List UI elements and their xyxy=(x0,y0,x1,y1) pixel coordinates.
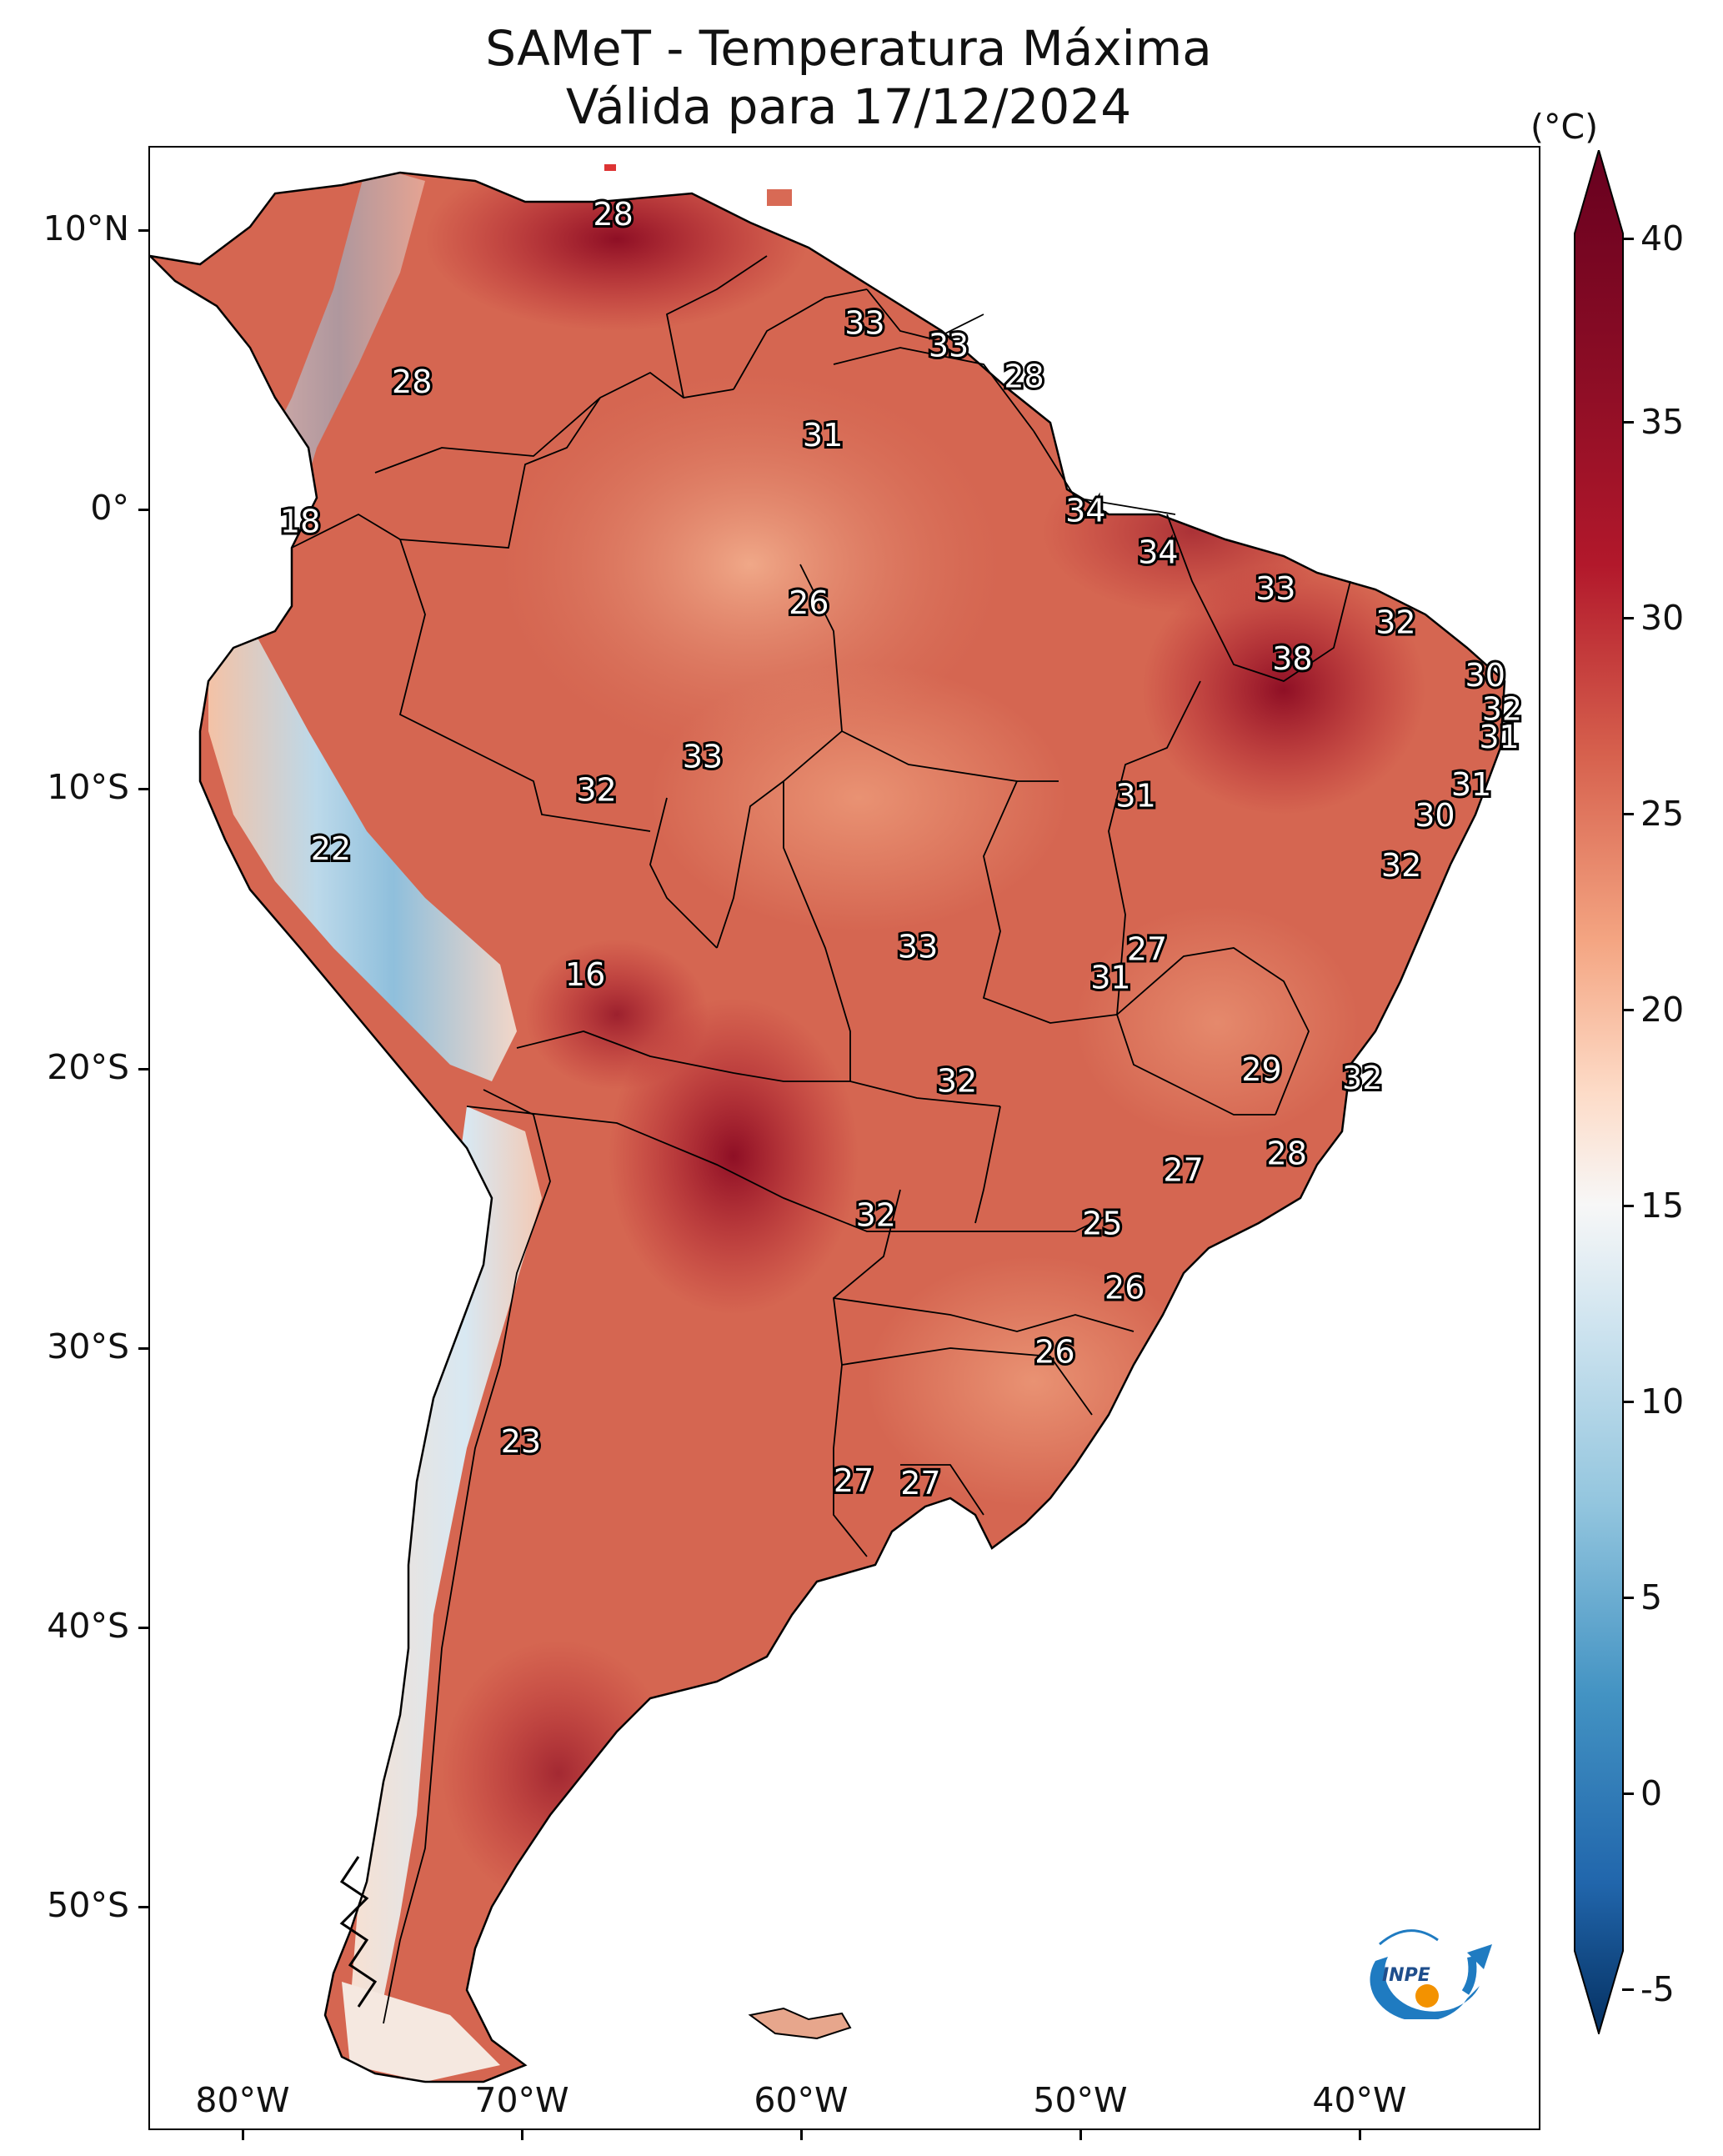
temperature-label: 31 xyxy=(803,417,843,454)
temperature-label: 33 xyxy=(898,928,938,965)
temperature-label: 26 xyxy=(1034,1334,1074,1371)
colorbar-label-0: 0 xyxy=(1640,1773,1663,1813)
lat-tick xyxy=(138,1906,148,1908)
colorbar-tick xyxy=(1622,1009,1634,1011)
colorbar-label-15: 15 xyxy=(1640,1186,1685,1226)
lon-label-80w: 80°W xyxy=(195,2080,290,2120)
colorbar-tick xyxy=(1622,813,1634,815)
map-area[interactable]: 28 33 33 28 28 31 34 18 34 33 26 32 38 30 32 31 33 31 32 31… xyxy=(148,146,1540,2130)
colorbar-tick xyxy=(1622,238,1634,240)
lon-label-70w: 70°W xyxy=(474,2080,569,2120)
temperature-label: 34 xyxy=(1138,534,1178,571)
temperature-label: 22 xyxy=(311,830,351,867)
temperature-label: 31 xyxy=(1451,766,1491,803)
lon-tick xyxy=(800,2130,803,2140)
lon-label-60w: 60°W xyxy=(754,2080,849,2120)
colorbar xyxy=(1574,150,1624,2034)
lon-tick xyxy=(1359,2130,1361,2140)
lat-label-20s: 20°S xyxy=(47,1047,129,1087)
colorbar-tick xyxy=(1622,1205,1634,1207)
lon-tick xyxy=(242,2130,244,2140)
temperature-label: 33 xyxy=(683,738,723,775)
temperature-label: 23 xyxy=(501,1423,541,1460)
colorbar-label-5: 5 xyxy=(1640,1577,1663,1617)
temperature-label: 33 xyxy=(844,305,884,342)
lat-label-50s: 50°S xyxy=(47,1885,129,1925)
temperature-label: 31 xyxy=(1090,959,1130,995)
colorbar-label-minus5: -5 xyxy=(1640,1969,1675,2009)
lat-label-0: 0° xyxy=(90,488,129,528)
lat-tick xyxy=(138,1347,148,1350)
lat-tick xyxy=(138,1627,148,1629)
colorbar-label-30: 30 xyxy=(1640,598,1685,638)
lat-label-10n: 10°N xyxy=(43,208,129,248)
temperature-label: 32 xyxy=(1342,1060,1382,1096)
temperature-label: 28 xyxy=(1267,1136,1307,1172)
colorbar-tick xyxy=(1622,1401,1634,1403)
temperature-label: 27 xyxy=(834,1462,874,1499)
lat-label-30s: 30°S xyxy=(47,1326,129,1366)
temperature-label: 18 xyxy=(280,504,320,540)
map-title: SAMeT - Temperatura Máxima xyxy=(485,20,1212,77)
lon-tick xyxy=(521,2130,523,2140)
colorbar-label-20: 20 xyxy=(1640,990,1685,1030)
temperature-label: 32 xyxy=(856,1196,896,1233)
temperature-label: 34 xyxy=(1065,492,1105,529)
lon-tick xyxy=(1079,2130,1082,2140)
temperature-label: 31 xyxy=(1115,777,1155,814)
temperature-label: 26 xyxy=(1104,1269,1144,1306)
lat-tick xyxy=(138,509,148,511)
temperature-label: 32 xyxy=(937,1062,977,1099)
temperature-label: 26 xyxy=(789,584,829,621)
inpe-logo: INPE xyxy=(1370,1929,1492,2019)
temperature-label: 33 xyxy=(929,328,969,364)
temperature-label: 31 xyxy=(1479,719,1519,755)
colorbar-label-25: 25 xyxy=(1640,794,1685,834)
map-subtitle-date: Válida para 17/12/2024 xyxy=(565,78,1132,135)
temperature-label: 38 xyxy=(1272,640,1312,677)
lon-label-40w: 40°W xyxy=(1312,2080,1407,2120)
colorbar-tick xyxy=(1622,1597,1634,1599)
temperature-label: 16 xyxy=(565,956,605,993)
temperature-label: 30 xyxy=(1415,797,1455,834)
inpe-logo-text: INPE xyxy=(1382,1965,1430,1986)
temperature-label: 30 xyxy=(1465,657,1505,694)
temperature-label: 28 xyxy=(593,196,633,233)
lat-tick xyxy=(138,788,148,790)
lat-label-40s: 40°S xyxy=(47,1606,129,1646)
temperature-label: 29 xyxy=(1241,1051,1281,1088)
colorbar-label-40: 40 xyxy=(1640,218,1685,258)
temperature-label: 32 xyxy=(1482,690,1522,727)
colorbar-tick xyxy=(1622,617,1634,619)
colorbar-tick xyxy=(1622,421,1634,424)
temperature-label: 27 xyxy=(1163,1152,1203,1189)
temperature-label: 32 xyxy=(576,772,616,809)
temperature-label: 27 xyxy=(900,1465,940,1502)
temperature-label: 28 xyxy=(1004,358,1044,394)
political-borders xyxy=(291,255,1351,2024)
lat-tick xyxy=(138,229,148,232)
lon-label-50w: 50°W xyxy=(1033,2080,1128,2120)
temperature-label: 32 xyxy=(1381,847,1421,884)
colorbar-tick xyxy=(1622,1792,1634,1795)
temperature-label: 27 xyxy=(1127,931,1167,968)
temperature-label: 28 xyxy=(392,364,432,400)
temperature-label: 32 xyxy=(1375,604,1415,640)
lat-tick xyxy=(138,1068,148,1070)
colorbar-label-35: 35 xyxy=(1640,402,1685,442)
temperature-label: 33 xyxy=(1255,570,1295,607)
colorbar-tick xyxy=(1622,1988,1634,1991)
colorbar-label-10: 10 xyxy=(1640,1381,1685,1421)
lat-label-10s: 10°S xyxy=(47,767,129,807)
temperature-label: 25 xyxy=(1082,1205,1122,1241)
colorbar-unit: (°C) xyxy=(1530,107,1599,147)
